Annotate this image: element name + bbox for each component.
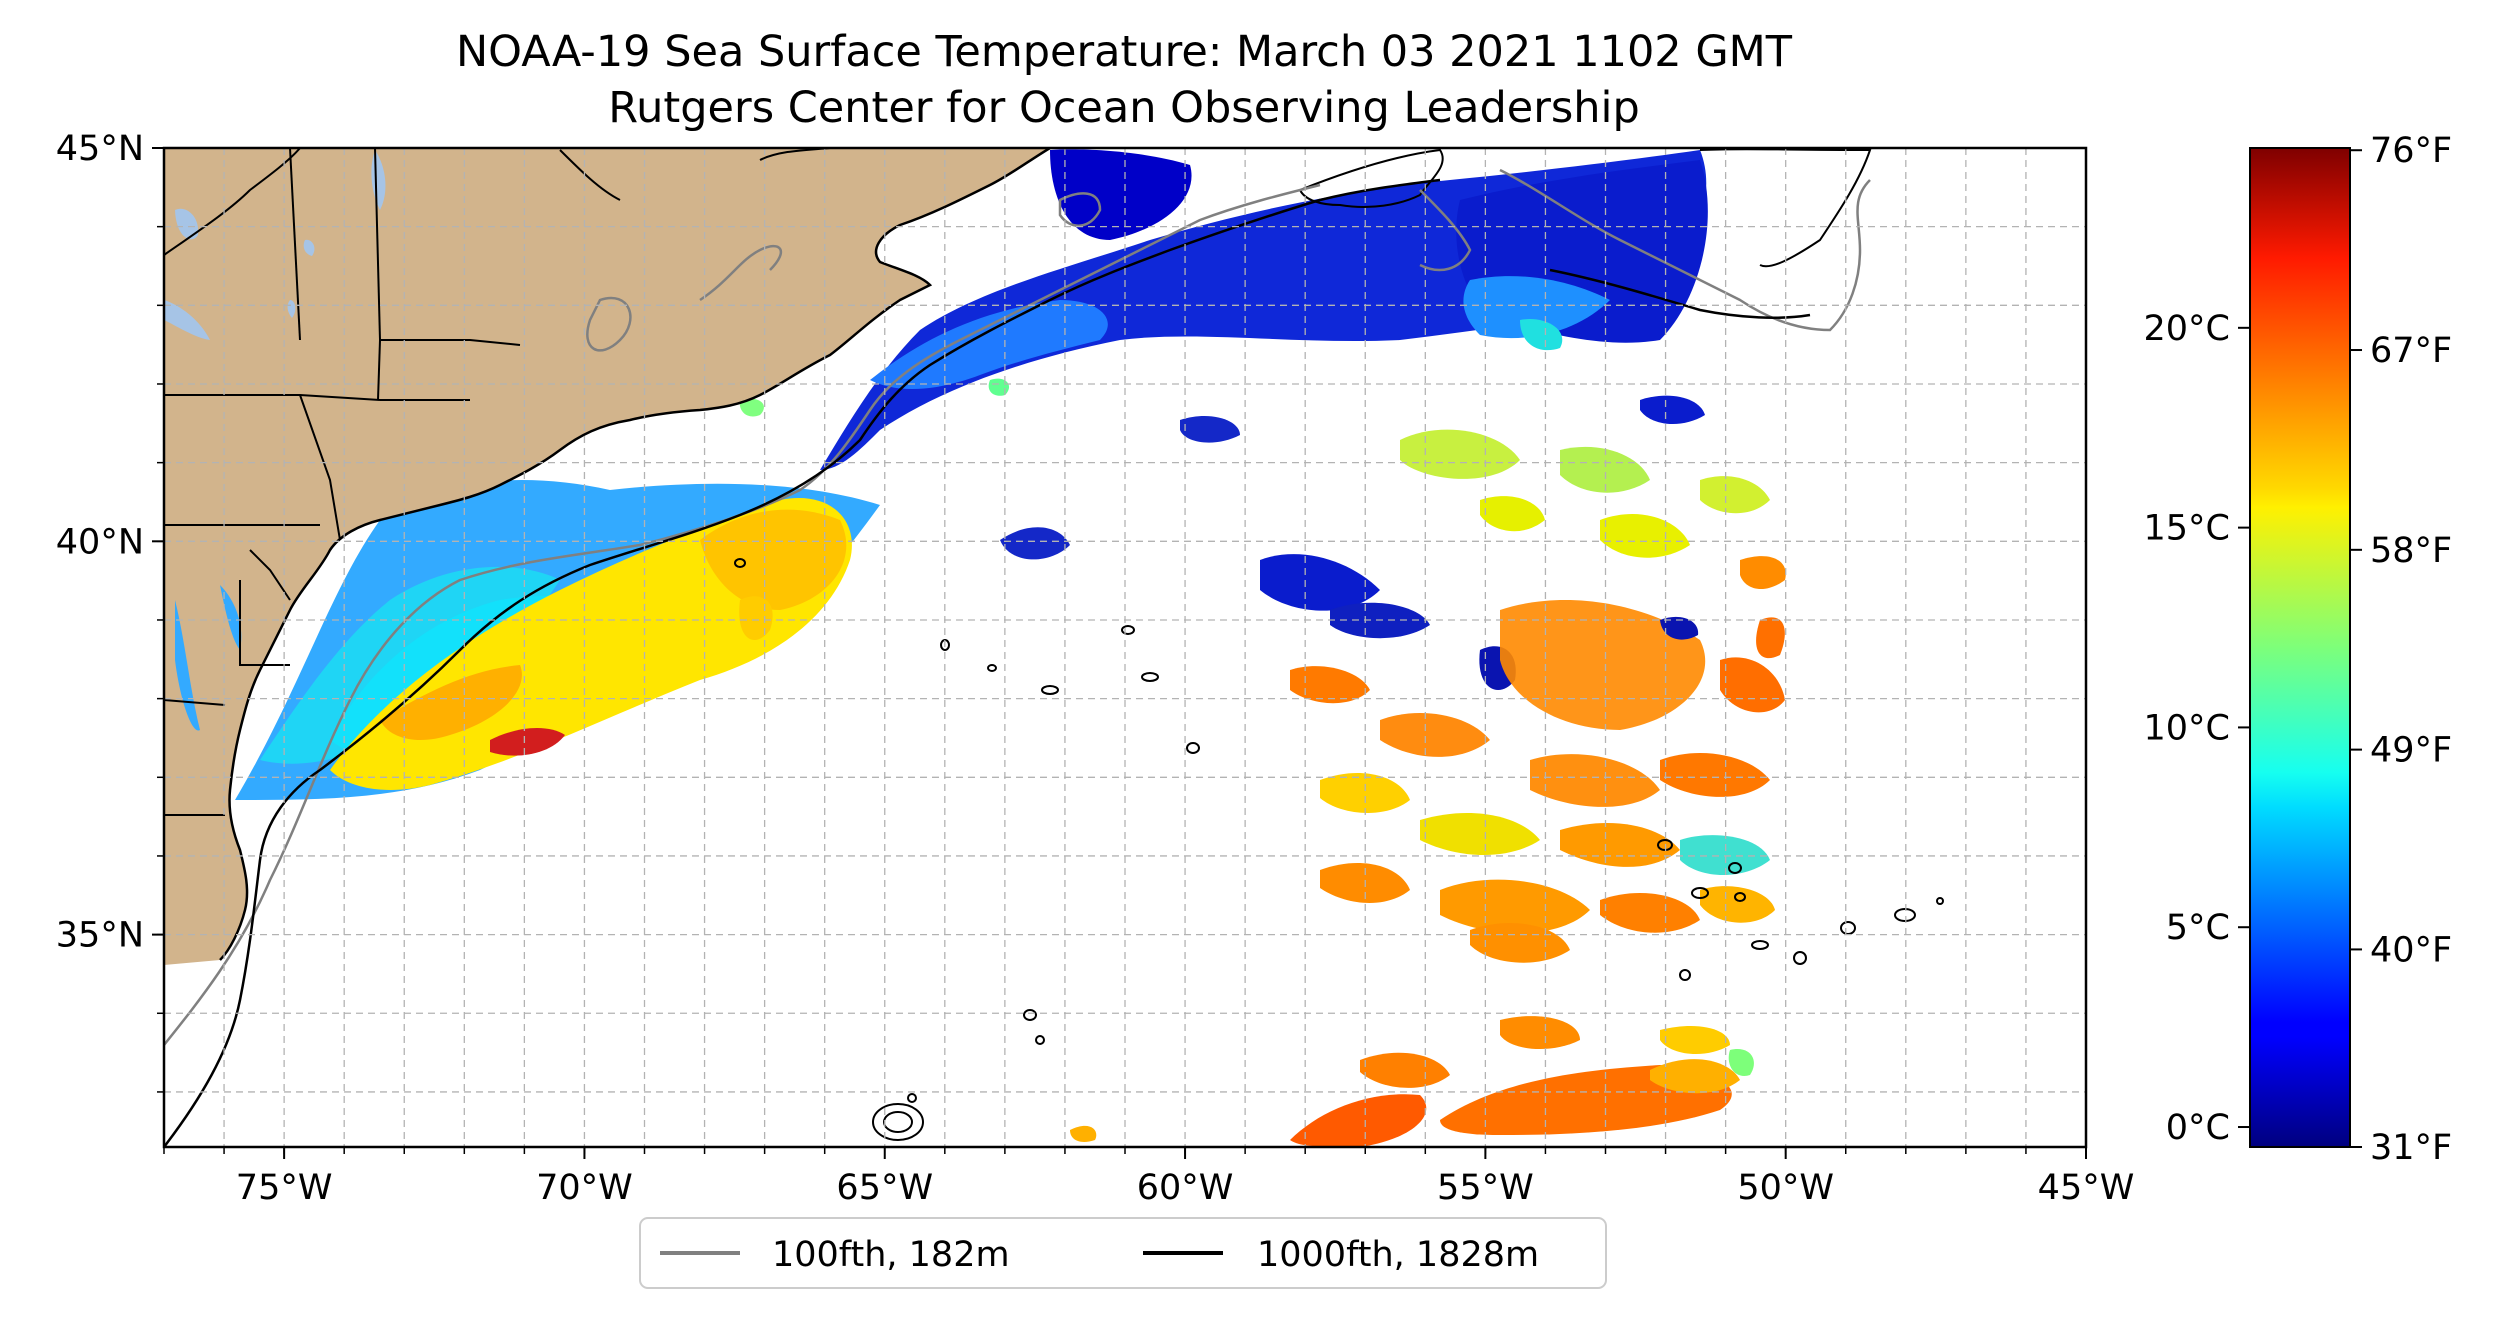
lon-tick-label: 45°W xyxy=(2038,1168,2135,1208)
fahrenheit-tick-label: 49°F xyxy=(2370,731,2452,771)
celsius-tick-label: 20°C xyxy=(2144,309,2230,349)
lon-tick-label: 70°W xyxy=(536,1168,633,1208)
fahrenheit-tick-label: 58°F xyxy=(2370,531,2452,571)
state-borders xyxy=(164,148,831,816)
celsius-tick-label: 15°C xyxy=(2144,509,2230,549)
seamounts xyxy=(734,558,1944,1141)
title-line-2: Rutgers Center for Ocean Observing Leade… xyxy=(608,83,1640,133)
fahrenheit-tick-label: 67°F xyxy=(2370,331,2452,371)
colorbar: 0°C 5°C 10°C 15°C 20°C 31°F 40°F 49°F 58°F 67°F 76… xyxy=(2144,131,2453,1168)
title-line-1: NOAA-19 Sea Surface Temperature: March 0… xyxy=(456,27,1793,77)
lat-tick-label: 40°N xyxy=(56,522,144,562)
map-axes: 75°W 70°W 65°W 60°W 55°W 50°W 45°W 45°N 40°N 35°N xyxy=(56,129,2135,1208)
map-panel xyxy=(164,148,2086,1147)
isobath-1000fth xyxy=(164,178,1811,1147)
legend-box xyxy=(639,1217,1607,1289)
lon-tick-label: 55°W xyxy=(1437,1168,1534,1208)
celsius-tick-label: 5°C xyxy=(2166,908,2230,948)
lon-tick-label: 50°W xyxy=(1737,1168,1834,1208)
lon-tick-label: 65°W xyxy=(836,1168,933,1208)
colorbar-gradient xyxy=(2249,147,2351,1148)
lon-tick-label: 75°W xyxy=(236,1168,333,1208)
colorbar-ticks: 0°C 5°C 10°C 15°C 20°C 31°F 40°F 49°F 58°F 67°F 76… xyxy=(2144,131,2453,1168)
legend-label-1000fth: 1000fth, 1828m xyxy=(1257,1235,1539,1275)
fahrenheit-tick-label: 31°F xyxy=(2370,1128,2452,1168)
gridlines xyxy=(164,148,2086,1147)
legend: 100fth, 182m 1000fth, 1828m xyxy=(639,1217,1607,1289)
lat-tick-label: 45°N xyxy=(56,129,144,169)
lat-tick-label: 35°N xyxy=(56,916,144,956)
celsius-tick-label: 10°C xyxy=(2144,708,2230,748)
fahrenheit-tick-label: 40°F xyxy=(2370,930,2452,970)
fahrenheit-tick-label: 76°F xyxy=(2370,131,2452,171)
celsius-tick-label: 0°C xyxy=(2166,1108,2230,1148)
legend-label-100fth: 100fth, 182m xyxy=(772,1235,1010,1275)
coastline xyxy=(219,148,1051,961)
land-mass xyxy=(164,148,1050,965)
lon-tick-label: 60°W xyxy=(1137,1168,1234,1208)
